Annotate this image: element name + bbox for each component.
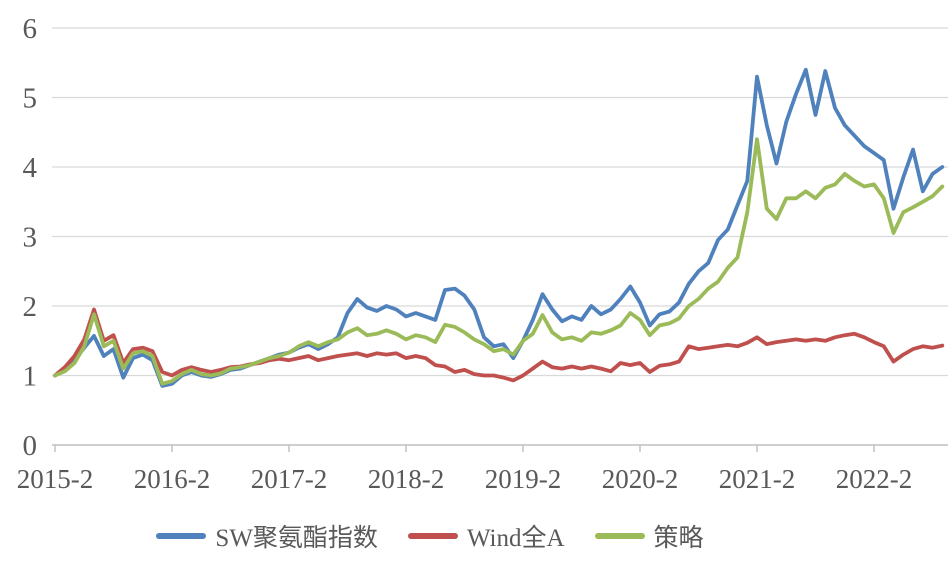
x-axis-tick-label: 2022-2 [836, 464, 913, 494]
series-line-策略 [53, 137, 945, 386]
legend-item: Wind全A [407, 518, 565, 554]
legend-label: SW聚氨酯指数 [215, 525, 378, 552]
legend-item: 策略 [594, 518, 704, 554]
series-line-Wind全A [53, 307, 945, 383]
legend-label: 策略 [653, 525, 704, 552]
y-axis-tick-label: 4 [23, 152, 38, 184]
x-axis-tick-label: 2021-2 [719, 464, 796, 494]
x-axis-tick-label: 2019-2 [485, 464, 562, 494]
legend-line-swatch [594, 533, 645, 539]
y-axis-tick-label: 5 [23, 83, 38, 115]
x-axis-tick-label: 2016-2 [134, 464, 211, 494]
x-axis-tick-label: 2018-2 [368, 464, 445, 494]
y-axis-tick-label: 0 [23, 430, 38, 462]
legend-item: SW聚氨酯指数 [156, 518, 378, 554]
legend-line-swatch [156, 533, 207, 539]
legend-line-swatch [407, 533, 458, 539]
y-axis-tick-label: 6 [23, 13, 38, 45]
y-axis-tick-label: 2 [23, 291, 38, 323]
chart-legend: SW聚氨酯指数 Wind全A 策略 [0, 518, 860, 554]
y-axis-tick-label: 1 [23, 361, 38, 393]
x-axis-tick-label: 2015-2 [17, 464, 94, 494]
x-axis-tick-label: 2017-2 [251, 464, 328, 494]
x-axis-tick-label: 2020-2 [602, 464, 679, 494]
y-axis-tick-label: 3 [23, 222, 38, 254]
legend-label: Wind全A [466, 525, 565, 552]
